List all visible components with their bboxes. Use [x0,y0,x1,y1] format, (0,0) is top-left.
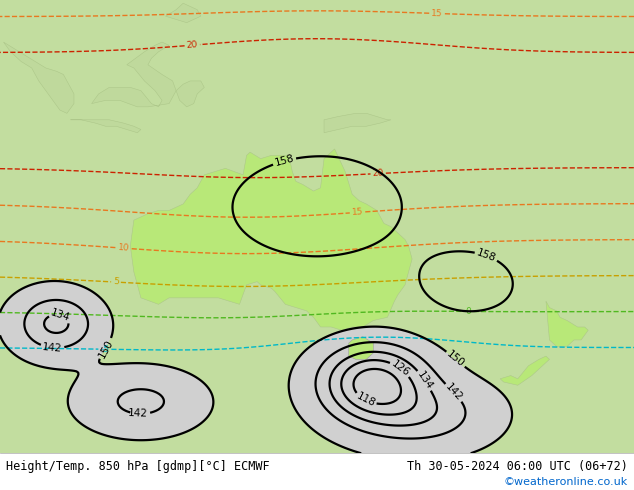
Text: 142: 142 [128,408,148,419]
Text: 126: 126 [389,359,411,378]
Text: 118: 118 [355,391,377,409]
Text: 15: 15 [431,9,443,18]
Text: 142: 142 [443,382,464,403]
Polygon shape [4,42,74,113]
Polygon shape [176,81,204,107]
Polygon shape [349,337,373,359]
Text: 20: 20 [186,40,198,50]
Polygon shape [70,120,141,133]
Text: 158: 158 [475,247,497,264]
Text: -5: -5 [100,344,110,354]
Text: Height/Temp. 850 hPa [gdmp][°C] ECMWF: Height/Temp. 850 hPa [gdmp][°C] ECMWF [6,460,270,473]
Text: 142: 142 [42,342,63,354]
Text: 150: 150 [97,338,115,360]
Text: 134: 134 [415,369,434,392]
Polygon shape [91,42,176,107]
Polygon shape [324,113,391,133]
Text: 20: 20 [372,169,384,178]
Text: 0: 0 [466,307,472,316]
Text: 10: 10 [118,244,130,253]
Text: 158: 158 [273,153,295,169]
Text: Th 30-05-2024 06:00 UTC (06+72): Th 30-05-2024 06:00 UTC (06+72) [407,460,628,473]
Text: ©weatheronline.co.uk: ©weatheronline.co.uk [503,477,628,487]
Text: 150: 150 [444,349,467,369]
Polygon shape [131,149,412,330]
Text: 5: 5 [113,277,119,287]
Polygon shape [500,356,550,385]
Polygon shape [546,301,588,346]
Polygon shape [165,3,201,23]
Text: 134: 134 [49,307,72,323]
Text: 15: 15 [351,208,363,217]
